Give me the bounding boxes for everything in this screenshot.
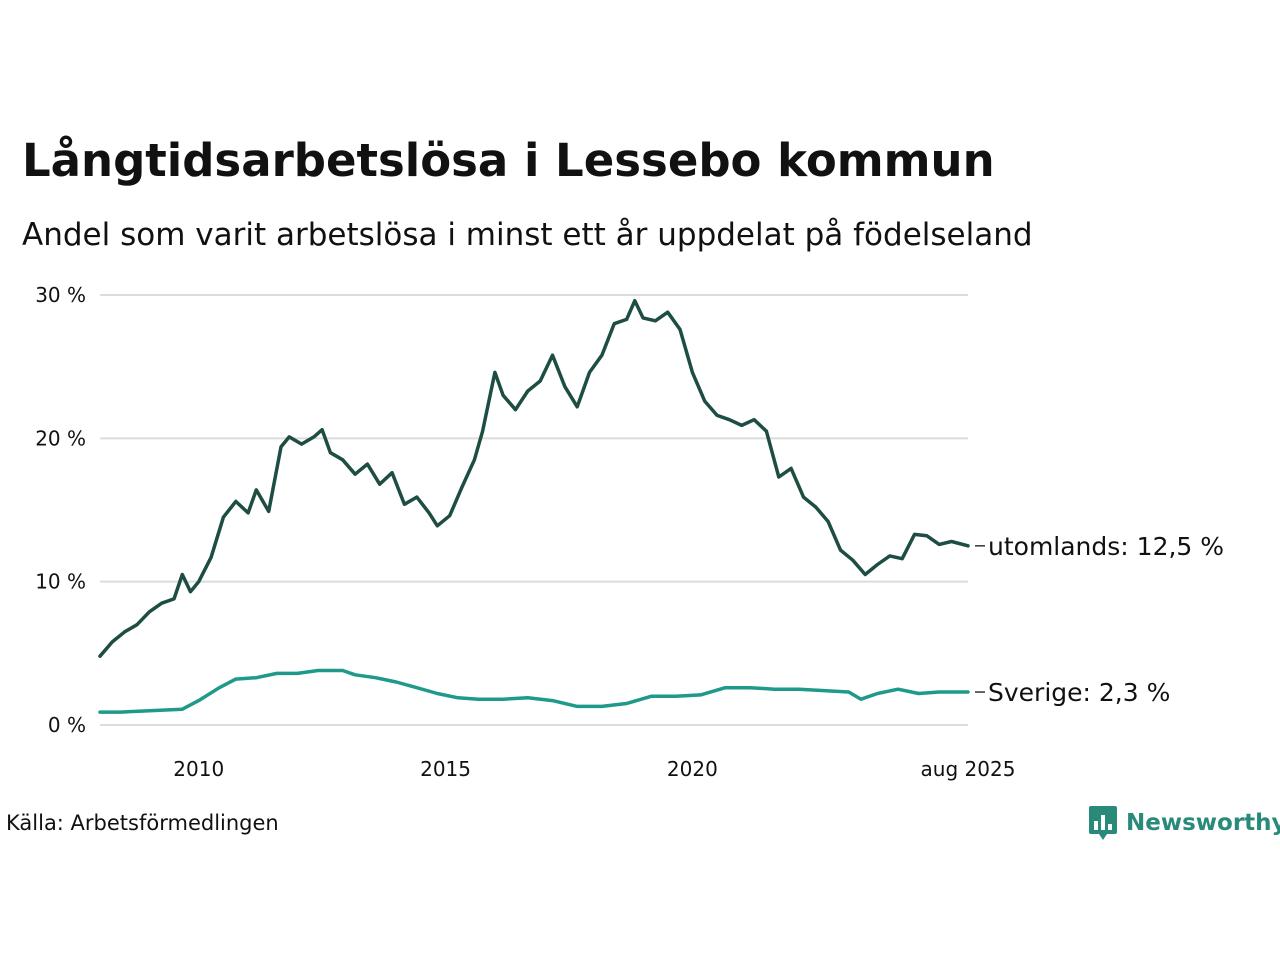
brand-name: Newsworthy: [1126, 810, 1280, 836]
series-line-sverige: [98, 668, 970, 714]
y-tick-label: 30 %: [35, 283, 86, 307]
y-tick-label: 10 %: [35, 570, 86, 594]
x-tick-label: 2010: [173, 757, 224, 781]
y-tick-label: 20 %: [35, 426, 86, 450]
line-chart: 0 % 10 % 20 % 30 % 2010 2015 2020 aug 2025 uto…: [35, 283, 1224, 781]
y-axis-ticks: 0 % 10 % 20 % 30 %: [35, 283, 86, 737]
y-tick-label: 0 %: [48, 713, 86, 737]
x-axis-ticks: 2010 2015 2020 aug 2025: [173, 757, 1015, 781]
source-note: Källa: Arbetsförmedlingen: [6, 811, 279, 835]
series-line-utomlands: [98, 298, 970, 658]
x-tick-label: aug 2025: [921, 757, 1016, 781]
end-label-utomlands: utomlands: 12,5 %: [988, 532, 1224, 561]
brand-logo: Newsworthy: [1088, 803, 1280, 843]
gridlines: [100, 294, 968, 726]
series-lines: [98, 298, 970, 714]
series-end-labels: utomlands: 12,5 % Sverige: 2,3 %: [975, 532, 1224, 707]
chart-subtitle: Andel som varit arbetslösa i minst ett å…: [22, 217, 1033, 253]
x-tick-label: 2020: [667, 757, 718, 781]
x-tick-label: 2015: [420, 757, 471, 781]
chart-title: Långtidsarbetslösa i Lessebo kommun: [22, 134, 995, 187]
bar-chart-icon: [1089, 806, 1117, 840]
end-label-sverige: Sverige: 2,3 %: [988, 678, 1170, 707]
